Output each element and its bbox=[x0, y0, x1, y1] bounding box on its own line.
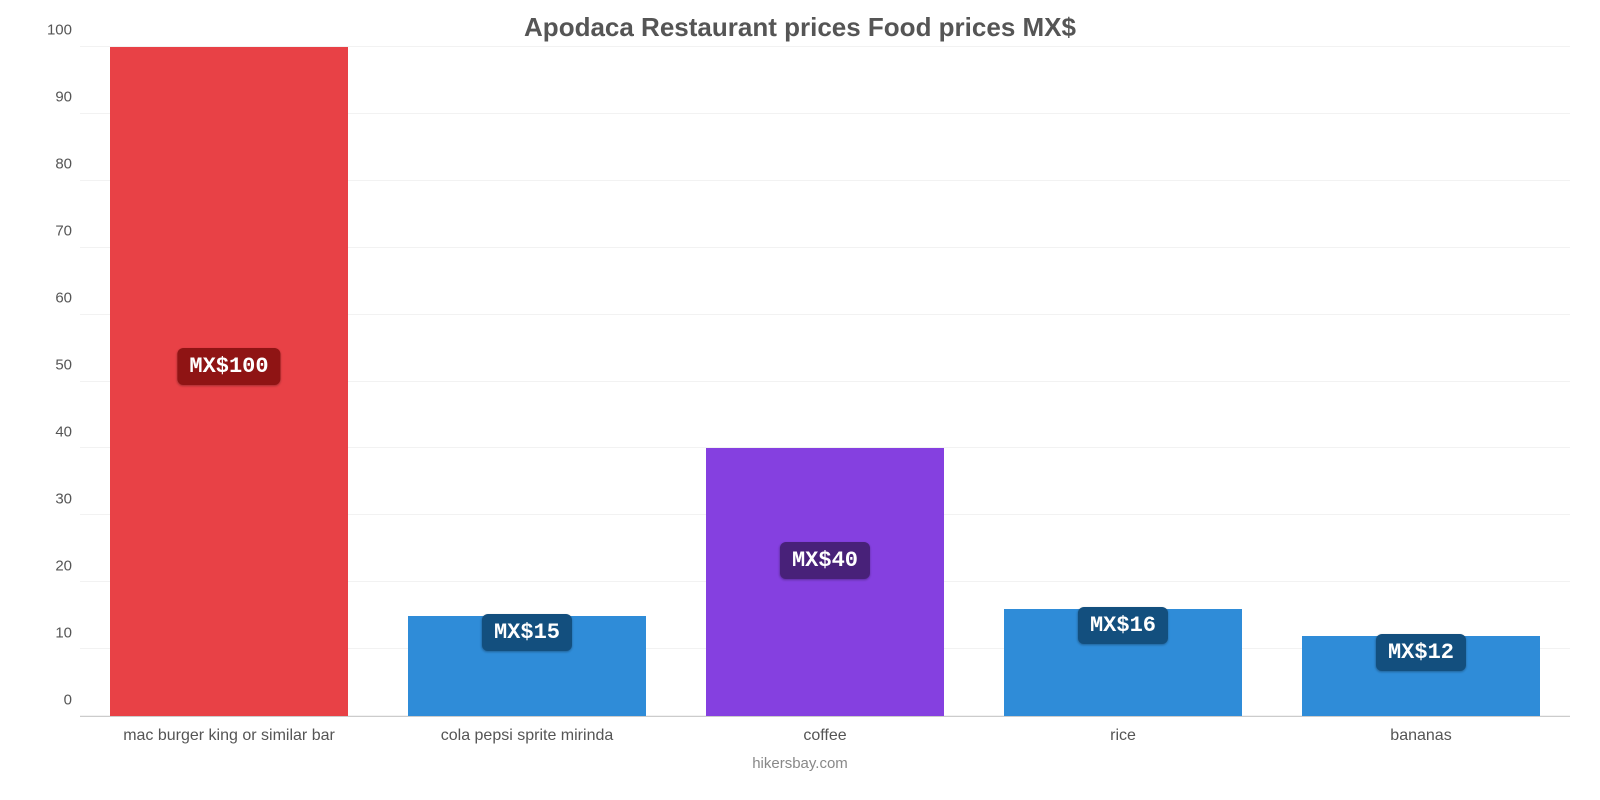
plot-area: MX$100 MX$15 MX$40 MX$16 MX$12 bbox=[80, 47, 1570, 717]
y-tick-label: 0 bbox=[64, 692, 72, 709]
y-tick-label: 90 bbox=[55, 89, 72, 106]
bar: MX$100 bbox=[110, 47, 348, 716]
y-tick-label: 60 bbox=[55, 290, 72, 307]
bar-slot: MX$15 bbox=[378, 47, 676, 716]
x-tick-label: rice bbox=[974, 717, 1272, 745]
y-tick-label: 50 bbox=[55, 357, 72, 374]
y-tick-label: 100 bbox=[47, 22, 72, 39]
x-tick-label: coffee bbox=[676, 717, 974, 745]
bar-slot: MX$40 bbox=[676, 47, 974, 716]
y-tick-label: 80 bbox=[55, 156, 72, 173]
bar-value-label: MX$12 bbox=[1376, 634, 1466, 671]
x-tick-label: cola pepsi sprite mirinda bbox=[378, 717, 676, 745]
bar: MX$40 bbox=[706, 448, 944, 716]
bar: MX$12 bbox=[1302, 636, 1540, 716]
y-axis: 0102030405060708090100 bbox=[30, 47, 80, 717]
price-bar-chart: Apodaca Restaurant prices Food prices MX… bbox=[0, 0, 1600, 800]
plot-row: 0102030405060708090100 MX$100MX$15MX$40M… bbox=[30, 47, 1570, 717]
y-tick-label: 30 bbox=[55, 491, 72, 508]
y-tick-label: 40 bbox=[55, 424, 72, 441]
bar-slot: MX$12 bbox=[1272, 47, 1570, 716]
chart-title: Apodaca Restaurant prices Food prices MX… bbox=[30, 0, 1570, 47]
bar-value-label: MX$16 bbox=[1078, 607, 1168, 644]
y-tick-label: 20 bbox=[55, 558, 72, 575]
x-tick-label: mac burger king or similar bar bbox=[80, 717, 378, 745]
x-tick-label: bananas bbox=[1272, 717, 1570, 745]
attribution: hikersbay.com bbox=[30, 745, 1570, 772]
bar: MX$15 bbox=[408, 616, 646, 716]
bar-value-label: MX$40 bbox=[780, 542, 870, 579]
bars-row: MX$100 MX$15 MX$40 MX$16 MX$12 bbox=[80, 47, 1570, 716]
y-tick-label: 10 bbox=[55, 625, 72, 642]
y-tick-label: 70 bbox=[55, 223, 72, 240]
bar-value-label: MX$100 bbox=[177, 348, 280, 385]
bar-slot: MX$100 bbox=[80, 47, 378, 716]
bar-value-label: MX$15 bbox=[482, 614, 572, 651]
x-axis: mac burger king or similar barcola pepsi… bbox=[80, 717, 1570, 745]
bar: MX$16 bbox=[1004, 609, 1242, 716]
bar-slot: MX$16 bbox=[974, 47, 1272, 716]
